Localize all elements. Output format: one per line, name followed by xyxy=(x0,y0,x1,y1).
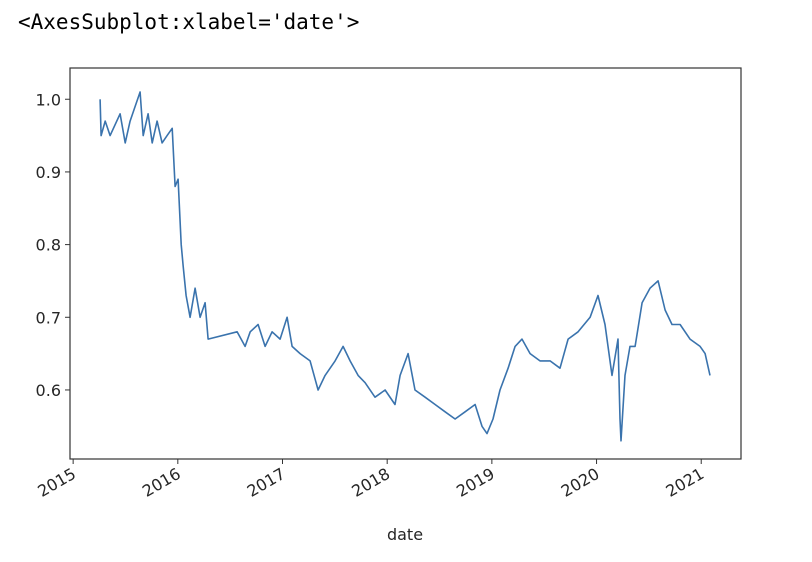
plot-frame xyxy=(69,67,742,460)
x-tick-label: 2017 xyxy=(244,464,289,501)
y-tick-label: 1.0 xyxy=(36,90,61,109)
x-tick-label: 2018 xyxy=(348,464,393,501)
x-tick-label: 2020 xyxy=(558,464,603,501)
x-tick-label: 2021 xyxy=(662,464,707,501)
y-tick-label: 0.7 xyxy=(36,308,61,327)
line xyxy=(99,91,711,442)
x-axis-label: date xyxy=(387,525,423,544)
x-tick-label: 2015 xyxy=(34,464,79,501)
output-repr: <AxesSubplot:xlabel='date'> xyxy=(18,10,360,34)
y-tick-label: 0.9 xyxy=(36,163,61,182)
y-tick-label: 0.8 xyxy=(36,236,61,255)
y-tick-label: 0.6 xyxy=(36,381,61,400)
x-tick-label: 2016 xyxy=(139,464,184,501)
x-tick-label: 2019 xyxy=(453,464,498,501)
